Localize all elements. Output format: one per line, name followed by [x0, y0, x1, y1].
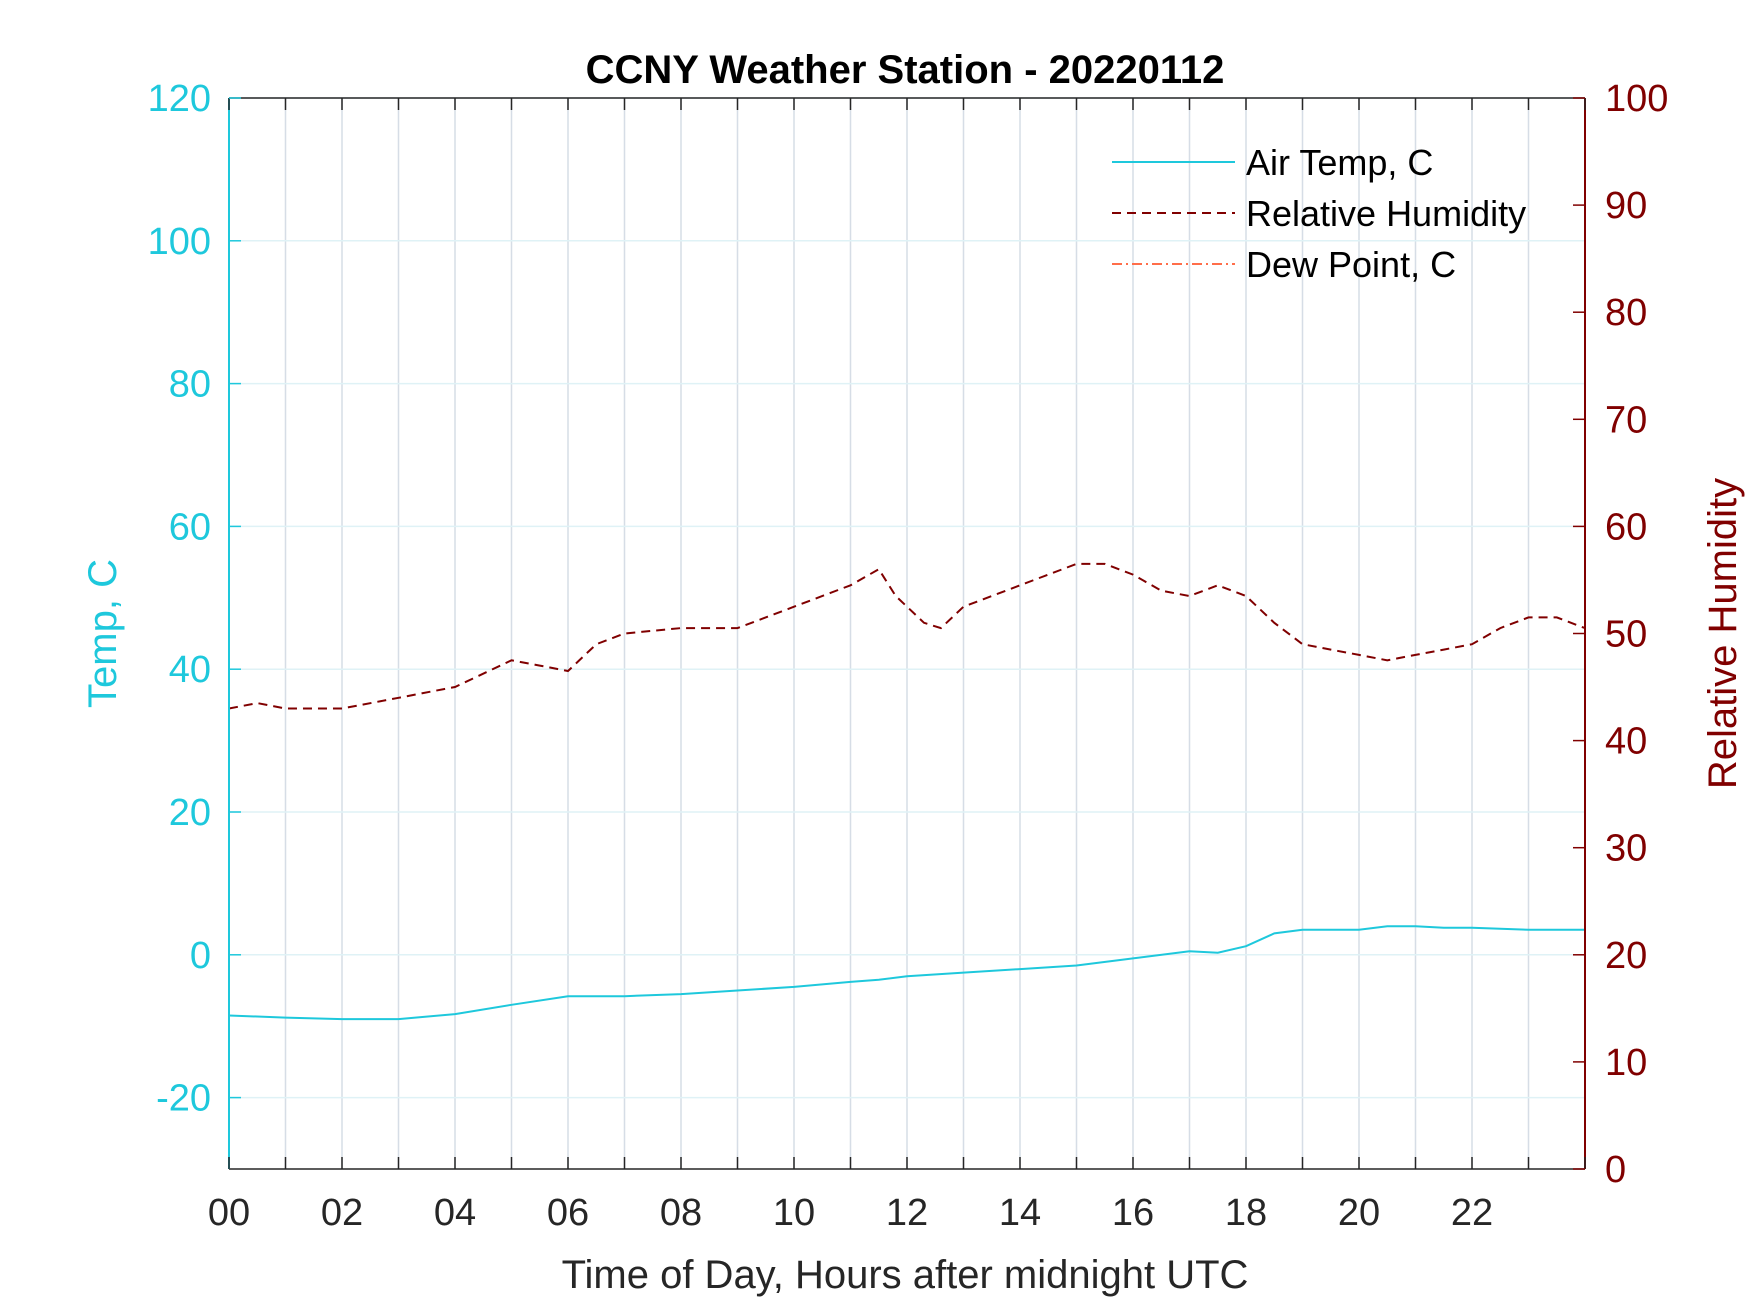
- y-left-tick-label: 80: [169, 364, 211, 406]
- x-tick-label: 10: [773, 1192, 815, 1234]
- axes-layer: 00 02 04 06 08 10 12 14 16 18 20 22-200204060801001…: [148, 78, 1669, 1234]
- x-tick-label: 04: [434, 1192, 476, 1234]
- y-axis-right-label: Relative Humidity: [1701, 478, 1745, 789]
- x-tick-label: 22: [1451, 1192, 1493, 1234]
- y-left-tick-label: 0: [190, 935, 211, 977]
- x-tick-label: 02: [321, 1192, 363, 1234]
- x-tick-label: 18: [1225, 1192, 1267, 1234]
- y-left-tick-label: 60: [169, 506, 211, 548]
- y-left-tick-label: 120: [148, 78, 211, 120]
- series-layer: [228, 562, 1586, 1021]
- series-line-0: [228, 925, 1585, 1021]
- x-tick-label: 08: [660, 1192, 702, 1234]
- x-tick-label: 14: [999, 1192, 1041, 1234]
- x-tick-label: 12: [886, 1192, 928, 1234]
- legend-label: Air Temp, C: [1246, 142, 1433, 183]
- x-tick-label: 06: [547, 1192, 589, 1234]
- y-left-tick-label: 20: [169, 792, 211, 834]
- y-right-tick-label: 90: [1605, 185, 1647, 227]
- x-tick-label: 00: [208, 1192, 250, 1234]
- y-right-tick-label: 50: [1605, 614, 1647, 656]
- legend: Air Temp, C Relative Humidity Dew Point, C: [1112, 142, 1526, 285]
- y-right-tick-label: 10: [1605, 1042, 1647, 1084]
- y-left-tick-label: 100: [148, 221, 211, 263]
- chart-title: CCNY Weather Station - 20220112: [586, 48, 1225, 92]
- y-right-tick-label: 70: [1605, 399, 1647, 441]
- y-right-tick-label: 0: [1605, 1149, 1626, 1191]
- x-tick-label: 16: [1112, 1192, 1154, 1234]
- y-left-tick-label: -20: [156, 1078, 211, 1120]
- y-right-tick-label: 100: [1605, 78, 1668, 120]
- y-right-tick-label: 60: [1605, 506, 1647, 548]
- y-right-tick-label: 40: [1605, 721, 1647, 763]
- y-right-tick-label: 20: [1605, 935, 1647, 977]
- y-axis-left-label: Temp, C: [81, 559, 125, 708]
- x-axis-label: Time of Day, Hours after midnight UTC: [562, 1253, 1249, 1297]
- y-right-tick-label: 80: [1605, 292, 1647, 334]
- y-right-tick-label: 30: [1605, 828, 1647, 870]
- series-line-1: [228, 562, 1586, 710]
- legend-label: Dew Point, C: [1246, 244, 1456, 285]
- legend-label: Relative Humidity: [1246, 193, 1526, 234]
- y-left-tick-label: 40: [169, 649, 211, 691]
- x-tick-label: 20: [1338, 1192, 1380, 1234]
